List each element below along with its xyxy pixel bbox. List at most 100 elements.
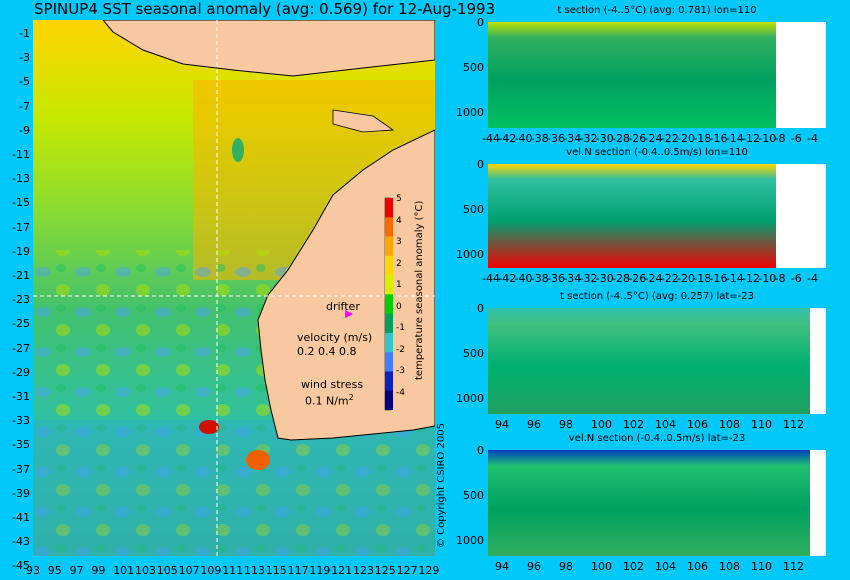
lat-tick: -3 [19, 51, 30, 65]
section-xtick: -16 [709, 132, 728, 145]
section-xtick: -16 [709, 272, 728, 285]
section-title: vel.N section (-0.4..0.5m/s) lat=-23 [568, 433, 746, 444]
section-title: t section (-4..5°C) (avg: 0.257) lat=-23 [559, 291, 755, 302]
velocity-scale-1: 0.4 [318, 345, 336, 358]
lat-tick: -19 [12, 244, 30, 258]
section-xtick: -42 [498, 132, 517, 145]
section-xtick: -28 [612, 132, 630, 145]
colorbar-tick: -1 [396, 323, 405, 333]
colorbar-tick: 2 [396, 258, 402, 269]
velocity-scale-0: 0.2 [297, 345, 315, 358]
lon-tick: 125 [374, 564, 396, 577]
section-xtick: -22 [660, 132, 679, 145]
section-xtick: 112 [783, 560, 804, 573]
section-xtick: -44 [482, 272, 500, 285]
section-xtick: -10 [758, 132, 777, 145]
section-xtick: 112 [783, 418, 804, 431]
colorbar-step [385, 332, 393, 353]
section-xtick: 98 [559, 560, 573, 573]
section-title: vel.N section (-0.4..0.5m/s) lon=110 [566, 147, 748, 158]
section-xtick: 102 [623, 418, 644, 431]
section-ytick: 1000 [456, 106, 484, 119]
section-xtick: -30 [595, 272, 614, 285]
section-xtick: 104 [655, 418, 676, 431]
lon-tick: 97 [69, 564, 84, 577]
section-xtick: -10 [758, 272, 777, 285]
section-plot [488, 308, 826, 414]
lon-tick: 111 [222, 564, 244, 577]
colorbar-tick: -4 [396, 387, 405, 398]
section-xtick: -32 [579, 132, 598, 145]
colorbar-tick: 3 [396, 237, 402, 247]
section-xtick: -38 [530, 272, 549, 285]
colorbar-step [385, 198, 393, 218]
lon-tick: 109 [200, 564, 222, 577]
lat-tick: -35 [12, 438, 30, 452]
section-ytick: 500 [463, 203, 484, 216]
section-xtick: -42 [498, 272, 517, 285]
section-ytick: 500 [463, 61, 484, 74]
copyright: © Copyright CSIRO 2005 [436, 423, 447, 548]
lat-tick: -29 [12, 365, 30, 379]
section-xtick: -40 [514, 132, 533, 145]
sst-map [33, 20, 435, 556]
drifter-label: drifter [326, 300, 360, 313]
colorbar-tick: -2 [396, 344, 405, 355]
section-xtick: 106 [687, 418, 708, 431]
section-title: t section (-4..5°C) (avg: 0.781) lon=110 [557, 5, 757, 16]
lat-tick: -21 [12, 269, 30, 282]
lat-tick: -41 [12, 511, 30, 524]
section-xtick: 96 [527, 418, 541, 431]
colorbar-tick: -3 [396, 366, 405, 376]
lat-tick: -33 [12, 414, 30, 428]
lat-tick: -15 [12, 196, 30, 210]
colorbar-scale [385, 198, 393, 410]
section-xtick: -34 [563, 272, 582, 285]
section-xtick: 98 [559, 418, 573, 431]
lat-tick: -45 [12, 559, 30, 573]
colorbar-step [385, 371, 393, 392]
lon-tick: 101 [113, 564, 135, 577]
section-ytick: 0 [477, 158, 484, 171]
section-xtick: -24 [644, 272, 663, 285]
colorbar-step [385, 352, 393, 372]
section-xtick: 96 [527, 560, 541, 573]
section-blank [776, 22, 826, 128]
section-xtick: -40 [514, 272, 533, 285]
lat-tick: -37 [12, 462, 30, 476]
velocity-scale-2: 0.8 [339, 345, 357, 358]
lat-tick: -43 [12, 535, 30, 549]
section-xtick: -4 [807, 272, 818, 285]
section-ytick: 0 [477, 444, 484, 457]
lon-tick: 95 [47, 564, 62, 577]
section-xtick: 100 [591, 560, 612, 573]
section-xtick: -22 [660, 272, 679, 285]
colorbar-tick: 1 [396, 280, 402, 290]
lat-tick: -17 [12, 220, 30, 234]
section-plot [488, 22, 826, 128]
wind-label: wind stress [301, 378, 364, 391]
section-xtick: -6 [790, 272, 802, 285]
section-xtick: 108 [719, 418, 740, 431]
colorbar-tick: 5 [396, 194, 402, 204]
section-xtick: 94 [495, 560, 509, 573]
section-xtick: -14 [725, 132, 744, 145]
section-xtick: -34 [563, 132, 582, 145]
section-ytick: 500 [463, 489, 484, 502]
section-xtick: -24 [644, 132, 663, 145]
wind-value: 0.1 N/m2 [305, 393, 354, 408]
lat-tick: -9 [19, 123, 30, 137]
section-xtick: 108 [719, 560, 740, 573]
section-xtick: -20 [677, 132, 695, 145]
section-xtick: -44 [482, 132, 500, 145]
lat-tick: -27 [12, 341, 30, 355]
section-xtick: -36 [547, 272, 565, 285]
section-xtick: 106 [687, 560, 708, 573]
lat-tick: -11 [12, 148, 30, 161]
section-xtick: -20 [677, 272, 695, 285]
section-xtick: -28 [612, 272, 630, 285]
section-xtick: -38 [530, 132, 549, 145]
section-blank [810, 450, 826, 556]
section-blank [776, 164, 826, 268]
page-title: SPINUP4 SST seasonal anomaly (avg: 0.569… [34, 0, 496, 18]
